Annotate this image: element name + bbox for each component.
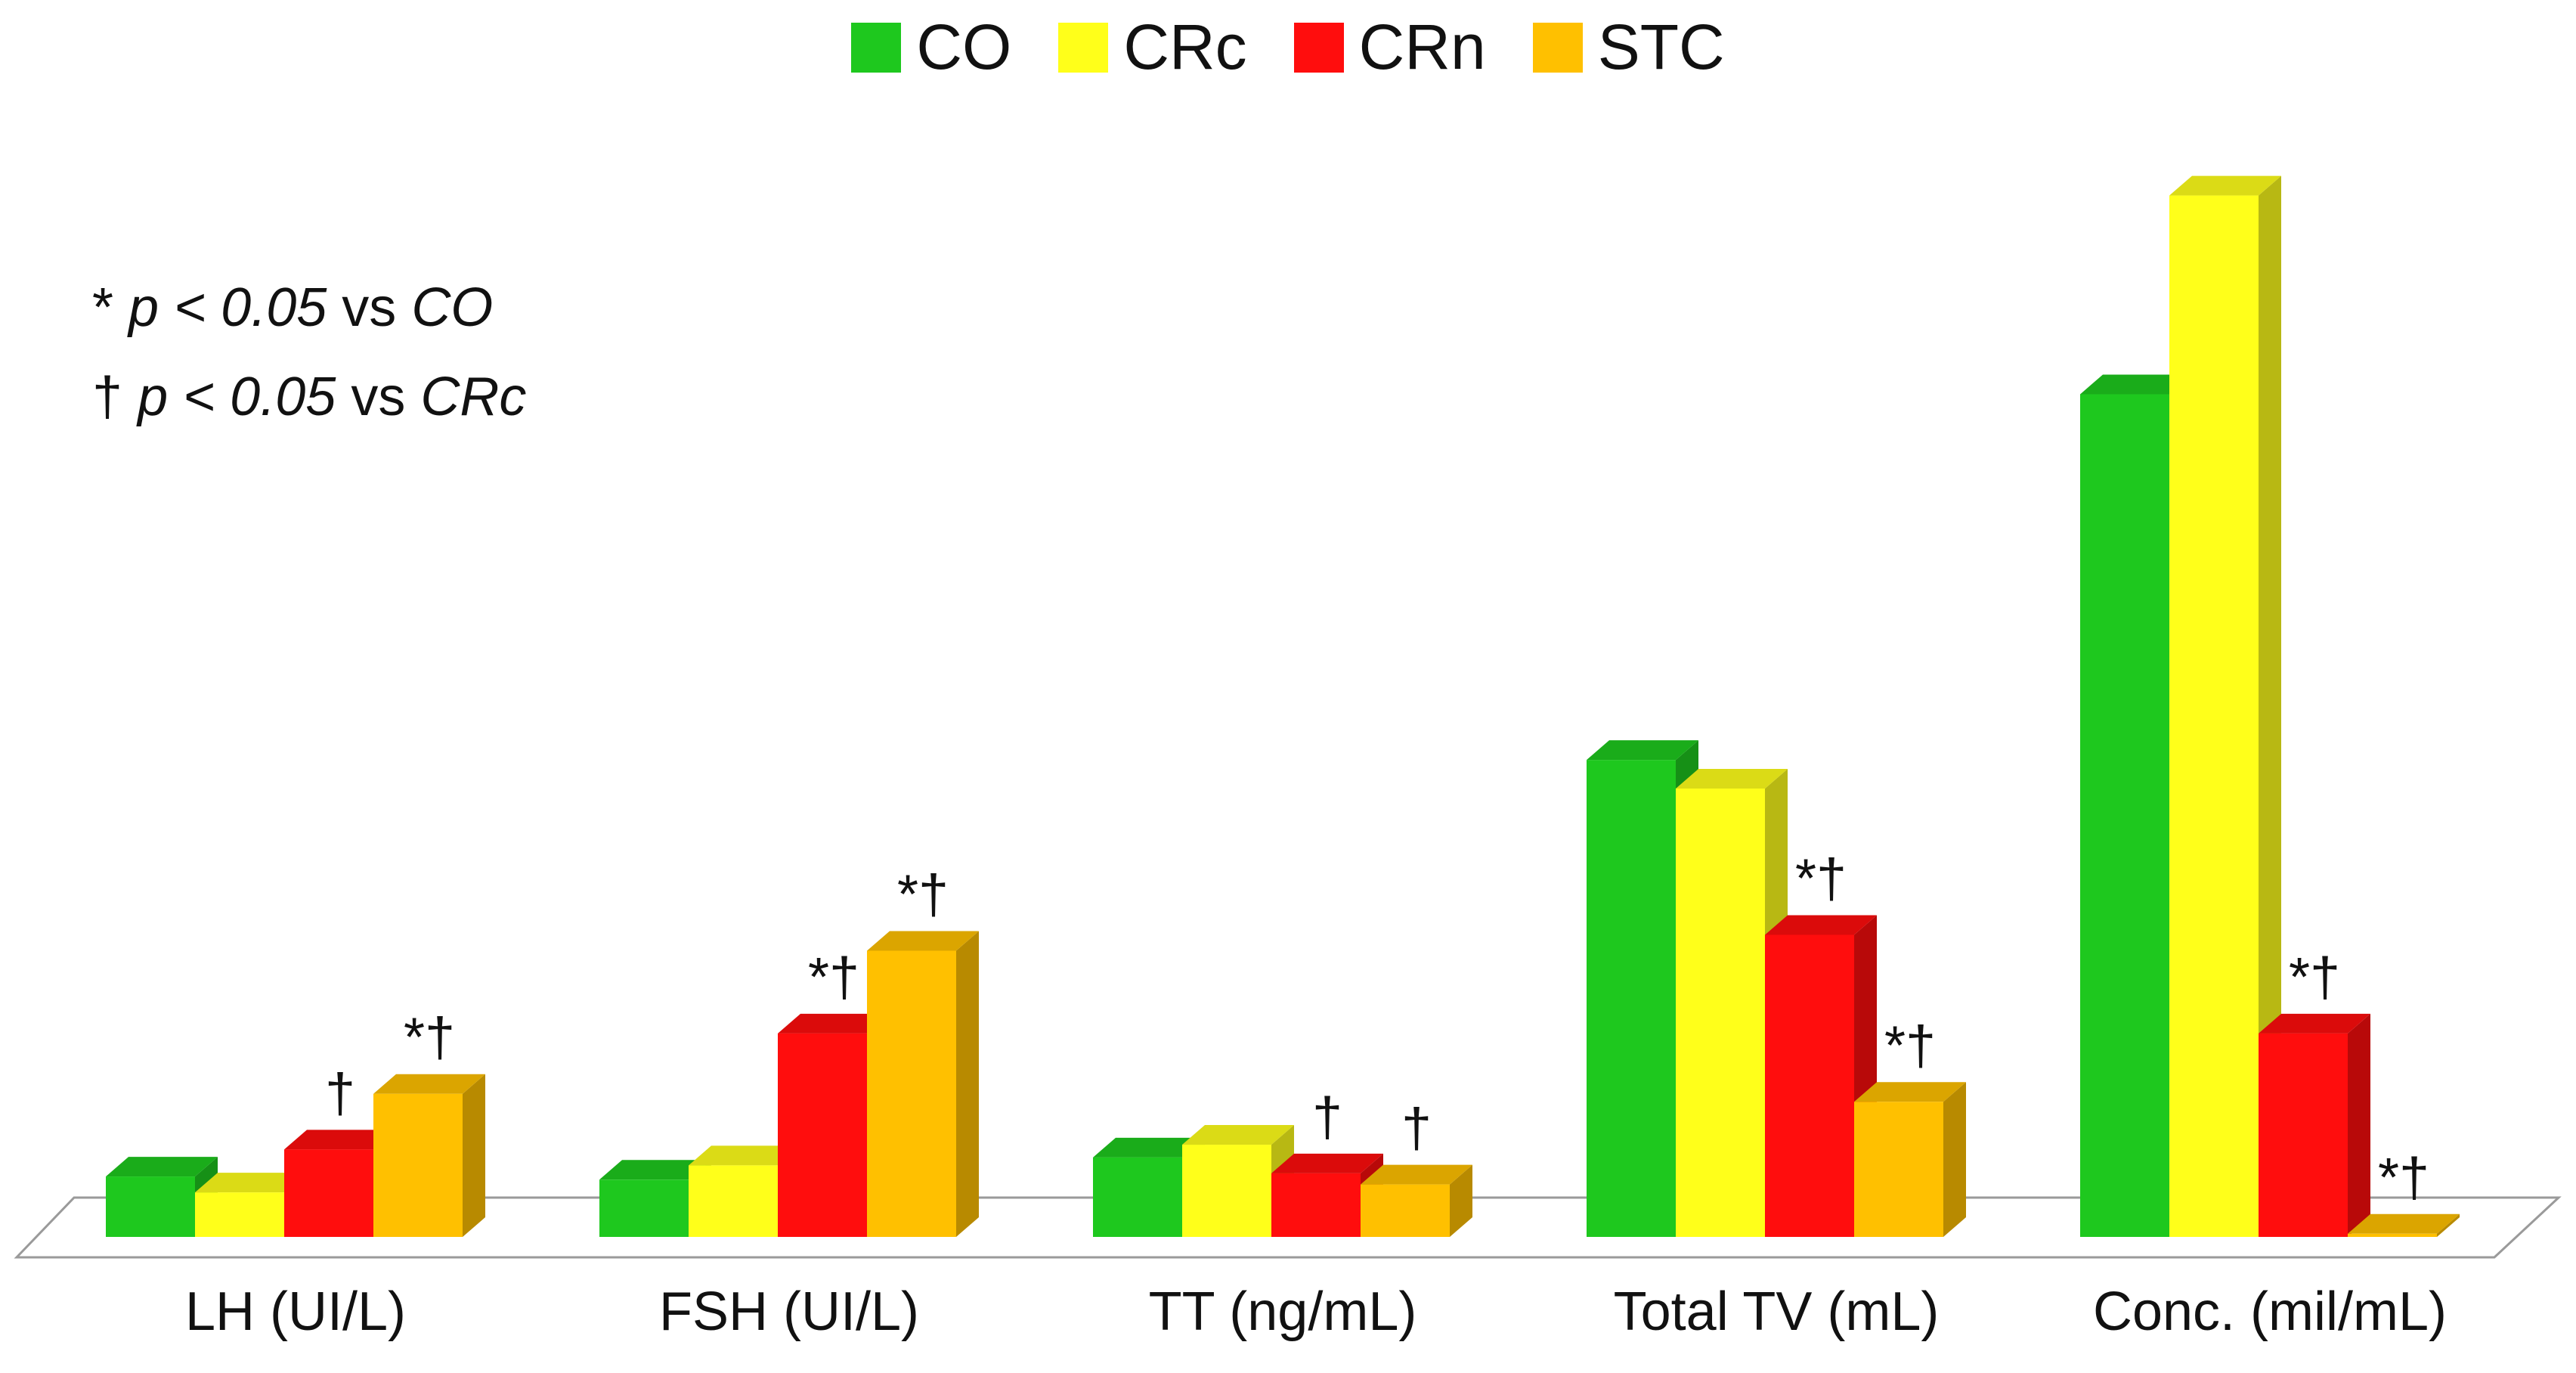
bar-top-face — [1765, 915, 1877, 935]
bar-top-face — [867, 931, 979, 951]
bar-stc — [1854, 1082, 1966, 1237]
legend-swatch-crc — [1058, 22, 1109, 73]
bar-front-face — [195, 1192, 284, 1237]
legend-label-stc: STC — [1597, 11, 1725, 82]
bar-front-face — [1182, 1145, 1271, 1237]
bar-front-face — [778, 1033, 867, 1237]
significance-mark: † — [1401, 1099, 1432, 1159]
bar-front-face — [2259, 1033, 2348, 1237]
significance-mark: *† — [2378, 1148, 2429, 1208]
bar-front-face — [1361, 1184, 1450, 1237]
bar-top-face — [599, 1160, 711, 1180]
legend-item-crn: CRn — [1293, 11, 1486, 84]
significance-annotations: † *† *† *† † † *† *† *† *† — [325, 848, 2429, 1207]
note-vs: vs — [351, 367, 406, 427]
bar-front-face — [1765, 934, 1854, 1237]
significance-mark: *† — [1884, 1015, 1936, 1076]
note-vs-co: * p < 0.05 vs CO — [92, 263, 526, 352]
bar-front-face — [106, 1176, 195, 1237]
x-tick-label: Conc. (mil/mL) — [2092, 1282, 2448, 1342]
legend-item-co: CO — [851, 11, 1011, 84]
bar-top-face — [1271, 1153, 1383, 1173]
note-symbol: † — [92, 367, 123, 427]
bar-front-face — [1854, 1102, 1943, 1237]
bar-top-face — [778, 1013, 890, 1034]
legend-item-crc: CRc — [1058, 11, 1247, 84]
bar-front-face — [373, 1093, 463, 1237]
bar-front-face — [1093, 1157, 1182, 1237]
significance-mark: *† — [808, 947, 859, 1008]
significance-mark: *† — [1795, 848, 1847, 909]
note-group: CRc — [420, 367, 527, 427]
bar-front-face — [2169, 195, 2259, 1238]
bar-top-face — [1182, 1125, 1294, 1145]
bar-front-face — [867, 950, 956, 1237]
bar-front-face — [1587, 760, 1676, 1237]
note-vs-crc: † p < 0.05 vs CRc — [92, 352, 526, 442]
legend-swatch-stc — [1532, 22, 1583, 73]
significance-notes: * p < 0.05 vs CO † p < 0.05 vs CRc — [92, 263, 526, 442]
legend: CO CRc CRn STC — [0, 11, 2576, 84]
significance-mark: *† — [2289, 947, 2340, 1008]
bar-front-face — [689, 1165, 778, 1237]
bar-crn — [1765, 915, 1877, 1237]
significance-mark: *† — [404, 1008, 455, 1068]
bar-side-face — [463, 1074, 485, 1237]
significance-mark: *† — [897, 864, 949, 925]
bar-top-face — [2348, 1213, 2460, 1234]
note-vs: vs — [342, 277, 397, 338]
bar-front-face — [1271, 1173, 1361, 1237]
bar-side-face — [1450, 1164, 1472, 1237]
bar-top-face — [195, 1173, 307, 1193]
bar-top-face — [2169, 175, 2281, 196]
note-p-value: p < 0.05 — [128, 277, 327, 338]
bar-top-face — [1361, 1164, 1472, 1185]
x-tick-label: Total TV (mL) — [1613, 1282, 1940, 1342]
bar-top-face — [284, 1130, 396, 1150]
bar-front-face — [599, 1179, 689, 1237]
x-tick-label: TT (ng/mL) — [1148, 1282, 1417, 1342]
bar-top-face — [1093, 1137, 1205, 1158]
note-symbol: * — [92, 277, 114, 338]
bar-side-face — [2259, 175, 2281, 1238]
legend-swatch-co — [851, 22, 902, 73]
bars-group — [106, 175, 2460, 1238]
bar-stc — [2348, 1213, 2460, 1237]
bar-side-face — [2437, 1213, 2460, 1237]
bar-front-face — [2348, 1233, 2437, 1237]
note-p-value: p < 0.05 — [138, 367, 336, 427]
legend-label-crn: CRn — [1358, 11, 1486, 82]
bar-crn — [2259, 1013, 2370, 1237]
legend-item-stc: STC — [1532, 11, 1725, 84]
bar-top-face — [1676, 768, 1788, 789]
bar-top-face — [106, 1157, 218, 1177]
bar-stc — [1361, 1164, 1472, 1237]
note-group: CO — [411, 277, 494, 338]
bar-top-face — [689, 1145, 800, 1166]
significance-mark: † — [325, 1063, 355, 1124]
bar-stc — [373, 1074, 485, 1237]
bar-crc — [2169, 175, 2281, 1238]
bar-top-face — [1854, 1082, 1966, 1102]
legend-swatch-crn — [1293, 22, 1344, 73]
legend-label-crc: CRc — [1123, 11, 1247, 82]
x-tick-label: FSH (UI/L) — [658, 1282, 919, 1342]
bar-side-face — [1943, 1082, 1966, 1237]
bar-top-face — [2080, 374, 2192, 395]
bar-top-face — [373, 1074, 485, 1094]
x-tick-label: LH (UI/L) — [184, 1282, 407, 1342]
bar-side-face — [956, 931, 979, 1237]
bar-front-face — [2080, 394, 2169, 1237]
bar-side-face — [2348, 1013, 2370, 1237]
bar-front-face — [284, 1149, 373, 1237]
bar-front-face — [1676, 788, 1765, 1237]
bar-top-face — [1587, 740, 1698, 761]
significance-mark: † — [1312, 1087, 1342, 1148]
bar-stc — [867, 931, 979, 1237]
legend-label-co: CO — [916, 11, 1012, 82]
bar-top-face — [2259, 1013, 2370, 1034]
